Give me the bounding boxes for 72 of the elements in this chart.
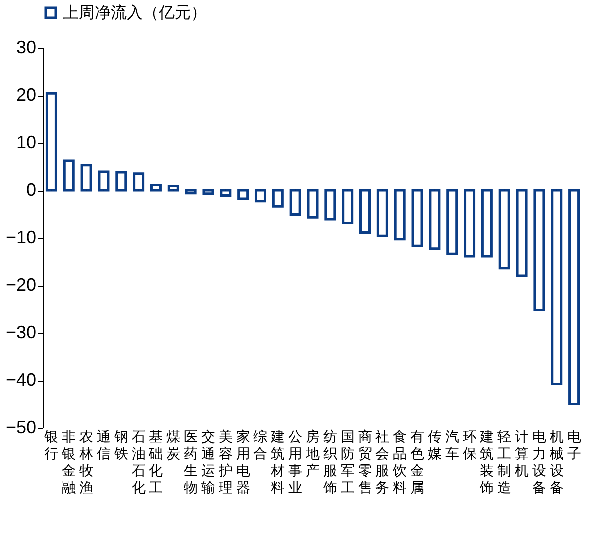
y-tick-label: −40 [6, 370, 36, 390]
bar [254, 189, 266, 203]
x-tick-label: 商贸零售 [358, 428, 372, 496]
x-tick-label: 基础化工 [148, 428, 164, 496]
x-tick-label: 机械设备 [550, 428, 564, 496]
x-tick-label: 汽车 [445, 428, 460, 462]
x-tick-label: 交通运输 [201, 428, 216, 496]
x-tick-label: 非银金融 [61, 428, 76, 496]
bar [220, 189, 232, 197]
x-tick-label: 公用事业 [288, 428, 303, 496]
x-tick-label: 综合 [254, 428, 268, 462]
bar [551, 189, 563, 386]
x-tick-label: 电子 [567, 428, 582, 462]
x-tick-label: 食品饮料 [392, 428, 408, 496]
x-tick-label: 房地产 [305, 428, 320, 478]
bar [342, 189, 354, 225]
x-tick-label: 美容护理 [218, 428, 233, 496]
bar [202, 189, 214, 196]
bar [376, 189, 388, 238]
y-tick-label: −10 [6, 228, 36, 248]
bar [481, 189, 493, 258]
y-tick-label: 0 [26, 180, 36, 200]
y-tick-label: 20 [16, 85, 36, 105]
x-tick-label: 石油石化 [132, 428, 146, 496]
x-tick-label: 纺织服饰 [322, 428, 338, 496]
bar [168, 184, 180, 192]
x-tick-label: 计算机 [515, 428, 530, 478]
y-tick-label: 10 [16, 132, 36, 152]
x-tick-label: 建筑材料 [270, 428, 286, 496]
bar [80, 164, 92, 192]
y-tick-label: −50 [6, 418, 36, 438]
bar [394, 189, 406, 241]
x-tick-label: 钢铁 [113, 428, 128, 462]
bar [429, 189, 441, 250]
bar [307, 189, 319, 219]
x-tick-label: 银行 [44, 428, 59, 462]
x-tick-label: 农林牧渔 [78, 428, 94, 496]
bar [238, 189, 250, 200]
bar [63, 160, 75, 192]
bar [133, 172, 145, 192]
legend-label: 上周净流入（亿元） [63, 4, 207, 22]
x-tick-label: 通信 [96, 428, 111, 462]
bar [516, 189, 528, 278]
bar [116, 171, 128, 192]
x-tick-label: 建筑装饰 [479, 428, 494, 496]
x-tick-label: 环保 [462, 428, 477, 462]
y-tick-label: −30 [6, 322, 36, 342]
x-tick-label: 电力设备 [532, 428, 546, 496]
x-tick-label: 轻工制造 [498, 428, 512, 496]
bar [324, 189, 336, 221]
bar [360, 189, 372, 234]
bar [150, 184, 162, 192]
bar [98, 170, 110, 192]
x-tick-label: 传媒 [428, 428, 442, 462]
x-tick-label: 煤炭 [166, 428, 181, 462]
bar [185, 189, 197, 195]
x-tick-label: 家用电器 [236, 428, 250, 496]
bar [534, 189, 546, 312]
x-tick-label: 社会服务 [376, 428, 390, 496]
x-tick-label: 有色金属 [410, 428, 425, 496]
y-tick-label: −20 [6, 275, 36, 295]
bar [290, 189, 302, 216]
bar [464, 189, 476, 258]
bar [568, 189, 580, 406]
bar [272, 189, 284, 208]
bar [498, 189, 510, 270]
x-tick-label: 医药生物 [184, 428, 198, 496]
bar [412, 189, 424, 248]
x-tick-label: 国防军工 [340, 428, 355, 496]
y-tick-label: 30 [16, 38, 36, 58]
bar [46, 92, 58, 192]
bar [446, 189, 458, 256]
